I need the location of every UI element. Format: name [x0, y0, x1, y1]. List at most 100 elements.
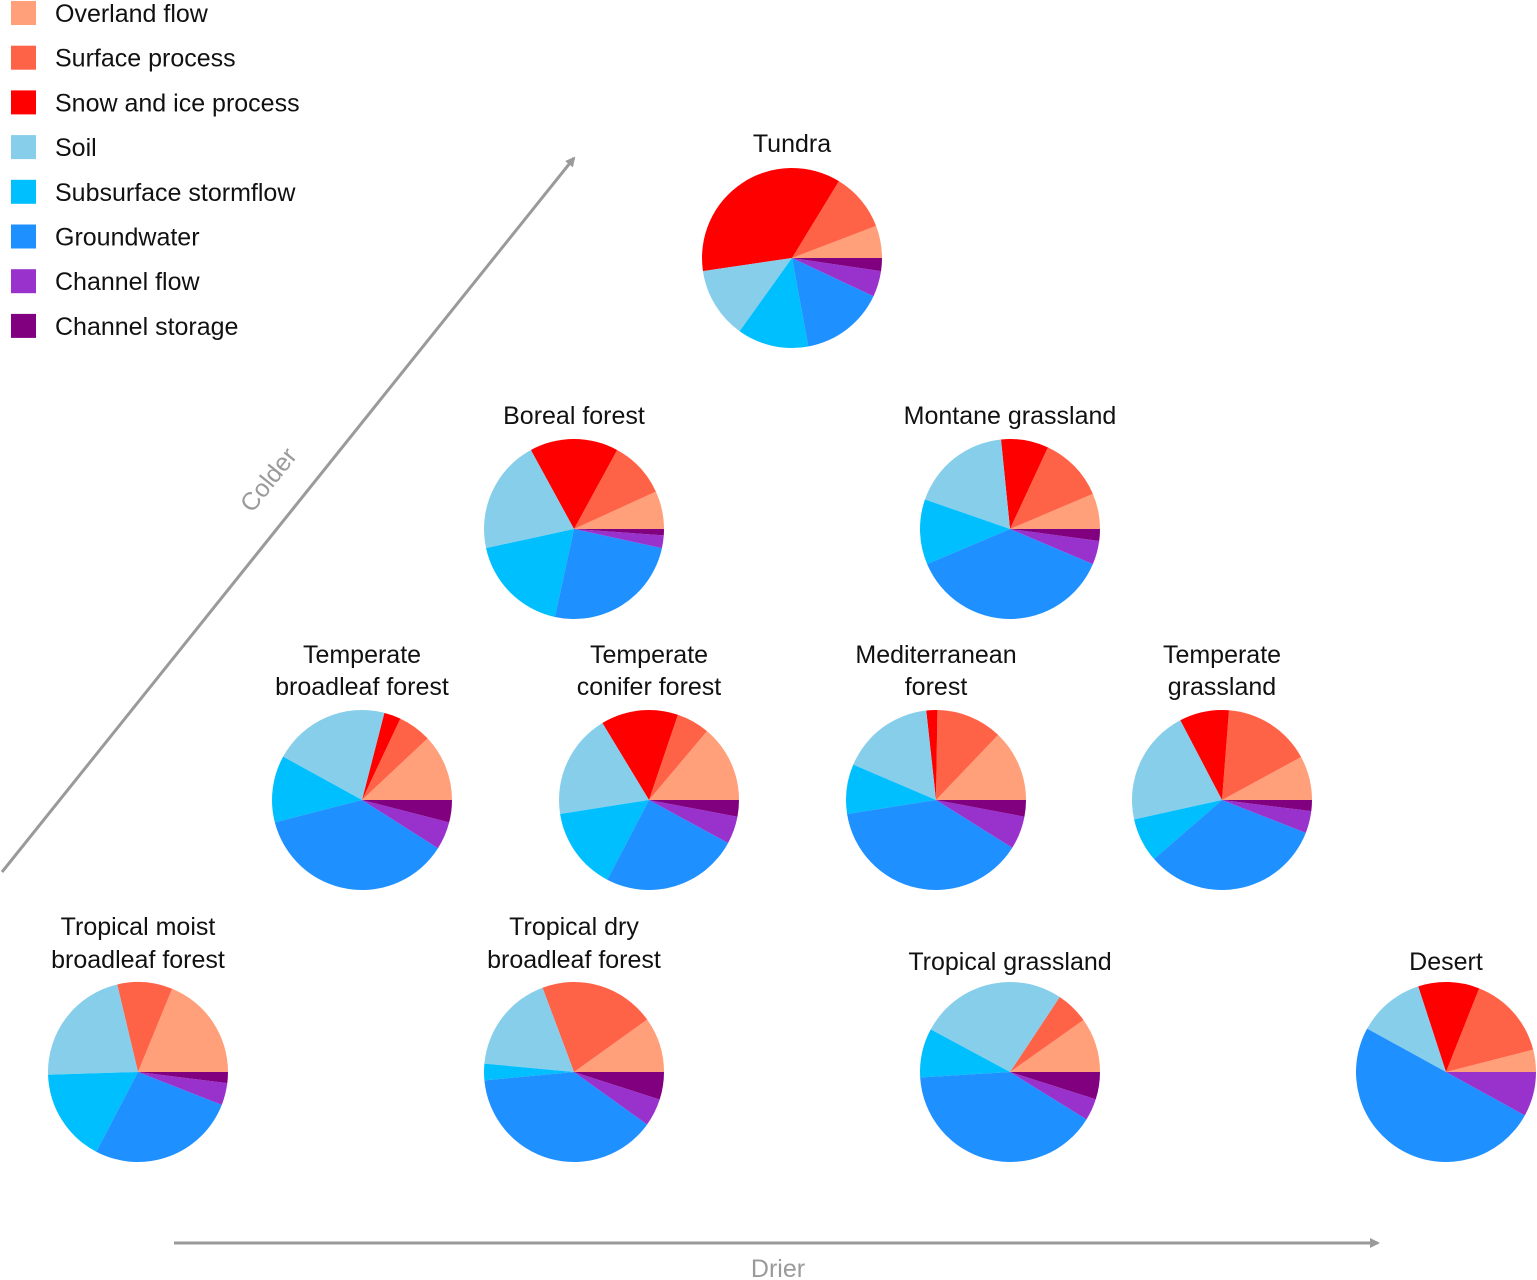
pie-tropical-grassland: Tropical grassland	[908, 948, 1112, 1163]
pie-boreal-forest: Boreal forest	[484, 402, 664, 619]
legend-swatch-groundwater	[11, 224, 36, 249]
slice-mediterranean-forest-surface-process	[936, 710, 999, 800]
slice-tundra-channel-storage	[792, 258, 882, 272]
pie-label-montane-grassland: Montane grassland	[904, 402, 1117, 430]
slice-montane-grassland-channel-storage	[1010, 529, 1100, 541]
slice-temperate-conifer-forest-channel-storage	[649, 800, 739, 817]
slice-temperate-broadleaf-forest-subsurface-stormflow	[272, 756, 362, 823]
slice-temperate-broadleaf-forest-surface-process	[362, 718, 428, 800]
legend-swatch-snow-and-ice-process	[11, 90, 36, 115]
slice-tropical-grassland-groundwater	[920, 1072, 1087, 1163]
slice-mediterranean-forest-snow-and-ice-process	[926, 709, 938, 800]
legend-swatch-subsurface-stormflow	[11, 179, 36, 204]
slice-tropical-dry-broadleaf-forest-surface-process	[542, 982, 648, 1072]
slice-temperate-conifer-forest-overland-flow	[649, 731, 739, 800]
pie-tropical-dry-broadleaf-forest: Tropical dry broadleaf forest	[483, 913, 664, 1163]
slice-montane-grassland-overland-flow	[1010, 493, 1100, 529]
slice-temperate-broadleaf-forest-snow-and-ice-process	[362, 712, 401, 800]
slice-tundra-groundwater	[792, 258, 874, 347]
colder-axis-label: Colder	[235, 443, 303, 518]
slice-montane-grassland-subsurface-stormflow	[919, 499, 1010, 565]
slice-tundra-subsurface-stormflow	[739, 258, 809, 348]
slice-mediterranean-forest-channel-storage	[936, 800, 1026, 817]
legend-swatch-channel-storage	[11, 313, 36, 338]
pie-temperate-grassland: Temperate grassland	[1131, 641, 1312, 890]
slice-temperate-grassland-overland-flow	[1222, 757, 1312, 800]
slice-temperate-grassland-channel-flow	[1222, 800, 1312, 833]
slice-temperate-grassland-groundwater	[1154, 800, 1306, 890]
slice-mediterranean-forest-soil	[853, 710, 936, 800]
slice-temperate-conifer-forest-snow-and-ice-process	[602, 710, 678, 800]
slice-temperate-conifer-forest-soil	[559, 723, 649, 814]
slice-temperate-conifer-forest-subsurface-stormflow	[560, 800, 649, 880]
slice-tropical-dry-broadleaf-forest-soil	[484, 987, 574, 1072]
slice-mediterranean-forest-channel-flow	[936, 800, 1025, 848]
slice-desert-overland-flow	[1446, 1049, 1536, 1072]
slice-montane-grassland-snow-and-ice-process	[1000, 438, 1048, 529]
slice-temperate-broadleaf-forest-channel-storage	[362, 800, 452, 823]
slice-temperate-grassland-snow-and-ice-process	[1180, 709, 1229, 800]
pie-temperate-conifer-forest: Temperate conifer forest	[559, 641, 739, 890]
slice-montane-grassland-channel-flow	[1010, 529, 1100, 565]
slice-temperate-broadleaf-forest-overland-flow	[362, 738, 452, 800]
drier-axis: Drier	[174, 1238, 1380, 1280]
legend-label-snow-and-ice-process: Snow and ice process	[55, 89, 300, 117]
slice-tropical-moist-broadleaf-forest-soil	[47, 984, 138, 1075]
pie-label-temperate-conifer-forest: conifer forest	[577, 673, 722, 701]
pie-label-temperate-grassland: Temperate	[1163, 641, 1281, 669]
slice-tropical-moist-broadleaf-forest-subsurface-stormflow	[48, 1072, 138, 1152]
slice-temperate-grassland-subsurface-stormflow	[1134, 800, 1222, 860]
slice-montane-grassland-soil	[924, 439, 1010, 529]
slice-mediterranean-forest-subsurface-stormflow	[846, 764, 936, 814]
colder-arrow	[0, 156, 576, 873]
legend-swatch-surface-process	[11, 45, 36, 70]
pie-temperate-broadleaf-forest: Temperate broadleaf forest	[272, 641, 452, 890]
slice-temperate-conifer-forest-groundwater	[607, 800, 729, 890]
legend-label-overland-flow: Overland flow	[55, 0, 209, 28]
slice-tundra-soil	[702, 258, 792, 332]
pie-label-temperate-grassland: grassland	[1168, 673, 1276, 701]
slice-boreal-forest-channel-storage	[574, 529, 664, 536]
slice-tropical-moist-broadleaf-forest-groundwater	[96, 1072, 222, 1162]
slice-tropical-grassland-channel-flow	[1010, 1072, 1096, 1120]
slice-tropical-moist-broadleaf-forest-overland-flow	[138, 988, 228, 1072]
slice-boreal-forest-snow-and-ice-process	[530, 439, 618, 529]
slice-desert-groundwater	[1355, 1028, 1525, 1163]
slice-tropical-grassland-surface-process	[1010, 996, 1084, 1072]
slice-boreal-forest-soil	[484, 450, 574, 549]
slice-tropical-moist-broadleaf-forest-channel-storage	[138, 1072, 228, 1084]
slice-tundra-overland-flow	[792, 225, 882, 258]
legend: Overland flow Surface process Snow and ice…	[11, 0, 300, 341]
legend-label-groundwater: Groundwater	[55, 224, 200, 252]
slice-montane-grassland-groundwater	[927, 529, 1093, 620]
slice-boreal-forest-overland-flow	[574, 491, 664, 529]
pie-label-boreal-forest: Boreal forest	[503, 402, 645, 430]
slice-tropical-grassland-channel-storage	[1010, 1072, 1100, 1100]
slice-boreal-forest-subsurface-stormflow	[486, 529, 574, 617]
slice-temperate-broadleaf-forest-soil	[283, 710, 385, 800]
legend-label-surface-process: Surface process	[55, 45, 236, 73]
pie-desert: Desert	[1355, 948, 1537, 1163]
slice-temperate-grassland-surface-process	[1222, 710, 1302, 800]
pie-label-temperate-broadleaf-forest: Temperate	[303, 641, 421, 669]
legend-swatch-overland-flow	[11, 1, 36, 25]
legend-label-subsurface-stormflow: Subsurface stormflow	[55, 179, 296, 207]
legend-swatch-channel-flow	[11, 269, 36, 294]
slice-tropical-dry-broadleaf-forest-groundwater	[484, 1072, 648, 1163]
legend-label-channel-flow: Channel flow	[55, 268, 200, 296]
pie-label-tropical-dry-broadleaf-forest: broadleaf forest	[487, 946, 661, 974]
slice-tropical-moist-broadleaf-forest-surface-process	[117, 982, 173, 1072]
slice-tropical-dry-broadleaf-forest-overland-flow	[574, 1019, 664, 1072]
slice-temperate-conifer-forest-channel-flow	[649, 800, 738, 843]
pie-tropical-moist-broadleaf-forest: Tropical moist broadleaf forest	[47, 913, 228, 1162]
pie-tundra: Tundra	[702, 130, 882, 348]
pie-label-tropical-moist-broadleaf-forest: Tropical moist	[61, 913, 216, 941]
pie-label-tropical-grassland: Tropical grassland	[908, 948, 1111, 976]
pie-label-mediterranean-forest: forest	[905, 673, 968, 701]
slice-tropical-dry-broadleaf-forest-channel-storage	[574, 1072, 664, 1100]
legend-swatch-soil	[11, 135, 36, 160]
slice-temperate-conifer-forest-surface-process	[649, 714, 707, 800]
slice-boreal-forest-groundwater	[554, 529, 662, 619]
slice-tundra-channel-flow	[792, 258, 882, 297]
